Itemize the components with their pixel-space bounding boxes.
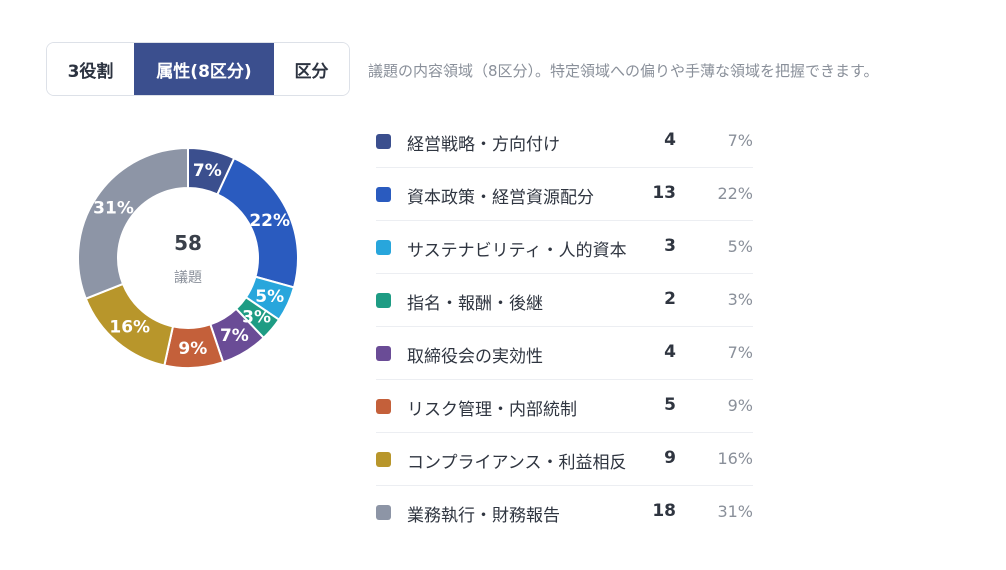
slice-percent-label-7: 16% xyxy=(109,318,150,338)
tab-3roles[interactable]: 3役割 xyxy=(47,43,134,95)
legend-category-name: 業務執行・財務報告 xyxy=(407,506,560,526)
legend-swatch xyxy=(376,452,391,467)
legend-percent: 7% xyxy=(727,343,753,362)
legend-row[interactable]: コンプライアンス・利益相反 9 16% xyxy=(376,433,753,486)
legend-count: 13 xyxy=(652,183,676,203)
legend-count: 9 xyxy=(664,448,676,468)
view-tabs: 3役割 属性(8区分) 区分 xyxy=(46,42,350,96)
legend-row[interactable]: 資本政策・経営資源配分 13 22% xyxy=(376,168,753,221)
legend-category-name: 取締役会の実効性 xyxy=(407,347,543,367)
legend-swatch xyxy=(376,187,391,202)
legend-percent: 16% xyxy=(717,449,753,468)
legend-count: 4 xyxy=(664,130,676,150)
legend-count: 18 xyxy=(652,501,676,521)
chart-description: 議題の内容領域（8区分）。特定領域への偏りや手薄な領域を把握できます。 xyxy=(368,62,879,80)
legend-percent: 3% xyxy=(727,290,753,309)
legend-percent: 31% xyxy=(717,502,753,521)
legend-percent: 7% xyxy=(727,131,753,150)
legend-row[interactable]: 取締役会の実効性 4 7% xyxy=(376,327,753,380)
total-unit: 議題 xyxy=(174,269,202,286)
legend-category-name: 指名・報酬・後継 xyxy=(407,294,543,314)
legend-count: 4 xyxy=(664,342,676,362)
legend-category-name: 経営戦略・方向付け xyxy=(407,135,560,155)
legend-row[interactable]: リスク管理・内部統制 5 9% xyxy=(376,380,753,433)
legend-category-name: 資本政策・経営資源配分 xyxy=(407,188,594,208)
slice-percent-label-8: 31% xyxy=(93,198,134,218)
legend-percent: 5% xyxy=(727,237,753,256)
slice-percent-label-3: 5% xyxy=(255,287,284,307)
legend-count: 5 xyxy=(664,395,676,415)
legend-swatch xyxy=(376,346,391,361)
legend-swatch xyxy=(376,293,391,308)
tab-category[interactable]: 区分 xyxy=(274,43,349,95)
legend-row[interactable]: サステナビリティ・人的資本 3 5% xyxy=(376,221,753,274)
legend-swatch xyxy=(376,134,391,149)
slice-percent-label-4: 3% xyxy=(242,307,271,327)
legend-category-name: コンプライアンス・利益相反 xyxy=(407,453,627,473)
total-count: 58 xyxy=(174,231,202,255)
legend-swatch xyxy=(376,240,391,255)
donut-chart: 7%22%5%3%7%9%16%31% 58 議題 xyxy=(77,146,299,369)
legend-row[interactable]: 経営戦略・方向付け 4 7% xyxy=(376,115,753,168)
slice-percent-label-1: 7% xyxy=(193,161,222,181)
legend-count: 2 xyxy=(664,289,676,309)
legend-percent: 9% xyxy=(727,396,753,415)
slice-percent-label-6: 9% xyxy=(178,339,207,359)
legend-row[interactable]: 業務執行・財務報告 18 31% xyxy=(376,486,753,539)
legend-swatch xyxy=(376,505,391,520)
donut-slice-8[interactable] xyxy=(77,146,189,301)
legend-row[interactable]: 指名・報酬・後継 2 3% xyxy=(376,274,753,327)
tab-attributes[interactable]: 属性(8区分) xyxy=(134,43,274,95)
slice-percent-label-5: 7% xyxy=(220,326,249,346)
legend: 経営戦略・方向付け 4 7% 資本政策・経営資源配分 13 22% サステナビリティ・人的資… xyxy=(376,115,753,539)
slice-percent-label-2: 22% xyxy=(249,211,290,231)
legend-category-name: リスク管理・内部統制 xyxy=(407,400,577,420)
legend-category-name: サステナビリティ・人的資本 xyxy=(407,241,627,261)
legend-percent: 22% xyxy=(717,184,753,203)
legend-swatch xyxy=(376,399,391,414)
legend-count: 3 xyxy=(664,236,676,256)
